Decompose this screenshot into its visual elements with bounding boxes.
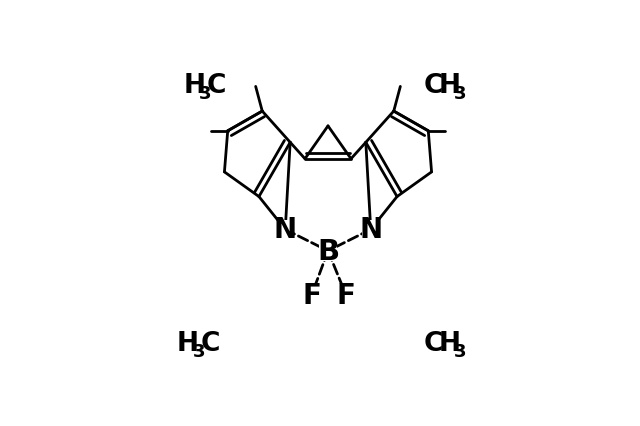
Text: B: B <box>317 237 339 265</box>
Text: C: C <box>423 330 443 356</box>
Text: H: H <box>177 330 199 356</box>
Text: F: F <box>337 282 356 309</box>
Text: N: N <box>359 216 382 244</box>
FancyBboxPatch shape <box>362 220 380 240</box>
Text: 3: 3 <box>193 343 205 360</box>
FancyBboxPatch shape <box>303 286 320 305</box>
Text: 3: 3 <box>199 85 212 103</box>
Text: C: C <box>423 72 443 98</box>
Text: 3: 3 <box>454 343 466 360</box>
FancyBboxPatch shape <box>337 286 355 305</box>
Text: F: F <box>302 282 321 309</box>
Text: H: H <box>183 72 205 98</box>
FancyBboxPatch shape <box>319 242 337 261</box>
FancyBboxPatch shape <box>276 220 294 240</box>
Text: H: H <box>438 72 460 98</box>
Text: C: C <box>207 72 227 98</box>
Text: C: C <box>200 330 220 356</box>
Text: N: N <box>274 216 297 244</box>
Text: 3: 3 <box>454 85 466 103</box>
Text: H: H <box>438 330 460 356</box>
